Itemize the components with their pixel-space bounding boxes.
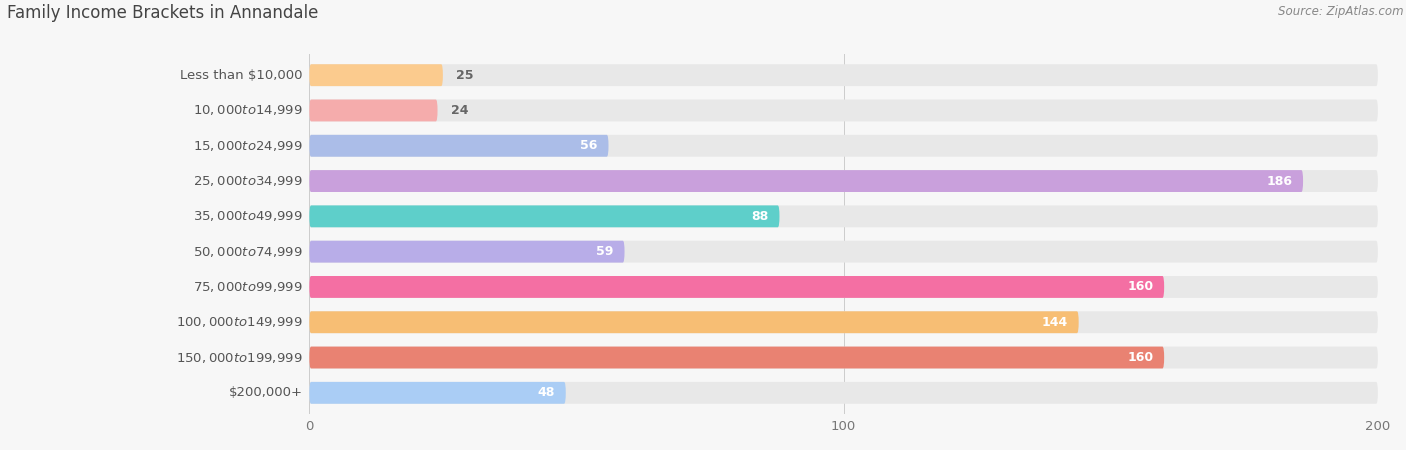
- Text: $35,000 to $49,999: $35,000 to $49,999: [193, 209, 302, 223]
- FancyBboxPatch shape: [309, 64, 443, 86]
- Text: $50,000 to $74,999: $50,000 to $74,999: [193, 245, 302, 259]
- Text: 144: 144: [1042, 316, 1069, 329]
- FancyBboxPatch shape: [309, 135, 1378, 157]
- Text: 186: 186: [1267, 175, 1292, 188]
- Text: $100,000 to $149,999: $100,000 to $149,999: [176, 315, 302, 329]
- FancyBboxPatch shape: [309, 170, 1303, 192]
- Text: 160: 160: [1128, 351, 1153, 364]
- FancyBboxPatch shape: [309, 382, 1378, 404]
- FancyBboxPatch shape: [309, 99, 437, 122]
- FancyBboxPatch shape: [309, 311, 1378, 333]
- FancyBboxPatch shape: [309, 205, 1378, 227]
- Text: Family Income Brackets in Annandale: Family Income Brackets in Annandale: [7, 4, 318, 22]
- FancyBboxPatch shape: [309, 170, 1378, 192]
- Text: 160: 160: [1128, 280, 1153, 293]
- FancyBboxPatch shape: [309, 205, 779, 227]
- FancyBboxPatch shape: [309, 241, 624, 263]
- FancyBboxPatch shape: [309, 241, 1378, 263]
- FancyBboxPatch shape: [309, 346, 1164, 369]
- Text: 88: 88: [752, 210, 769, 223]
- FancyBboxPatch shape: [309, 276, 1164, 298]
- FancyBboxPatch shape: [309, 346, 1378, 369]
- Text: $200,000+: $200,000+: [228, 386, 302, 399]
- Text: 25: 25: [456, 69, 474, 82]
- Text: $10,000 to $14,999: $10,000 to $14,999: [193, 104, 302, 117]
- Text: 24: 24: [451, 104, 468, 117]
- FancyBboxPatch shape: [309, 135, 609, 157]
- FancyBboxPatch shape: [309, 311, 1078, 333]
- Text: 48: 48: [537, 386, 555, 399]
- Text: Source: ZipAtlas.com: Source: ZipAtlas.com: [1278, 4, 1403, 18]
- Text: Less than $10,000: Less than $10,000: [180, 69, 302, 82]
- Text: $150,000 to $199,999: $150,000 to $199,999: [176, 351, 302, 364]
- FancyBboxPatch shape: [309, 382, 565, 404]
- Text: 59: 59: [596, 245, 614, 258]
- FancyBboxPatch shape: [309, 64, 1378, 86]
- Text: $25,000 to $34,999: $25,000 to $34,999: [193, 174, 302, 188]
- FancyBboxPatch shape: [309, 99, 1378, 122]
- Text: $15,000 to $24,999: $15,000 to $24,999: [193, 139, 302, 153]
- FancyBboxPatch shape: [309, 276, 1378, 298]
- Text: $75,000 to $99,999: $75,000 to $99,999: [193, 280, 302, 294]
- Text: 56: 56: [581, 139, 598, 152]
